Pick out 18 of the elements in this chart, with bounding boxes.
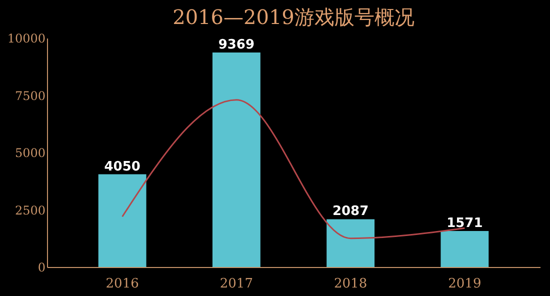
x-tick-label: 2017	[220, 276, 253, 292]
y-tick-label: 0	[38, 260, 46, 274]
x-tick-label: 2016	[106, 276, 139, 292]
data-label: 9369	[218, 37, 255, 52]
bar	[326, 219, 375, 267]
chart-title: 2016—2019游戏版号概况	[172, 5, 414, 29]
bar	[212, 52, 260, 267]
y-tick-label: 2500	[14, 203, 46, 218]
x-tick-label: 2018	[334, 276, 368, 292]
bar	[440, 231, 489, 267]
y-tick-label: 5000	[14, 146, 46, 160]
y-tick-label: 7500	[14, 88, 46, 103]
data-label: 4050	[104, 159, 140, 174]
y-tick-label: 10000	[7, 32, 46, 46]
data-label: 2087	[332, 204, 369, 220]
data-label: 1571	[446, 216, 483, 232]
x-tick-label: 2019	[448, 276, 482, 292]
bar	[98, 174, 146, 267]
